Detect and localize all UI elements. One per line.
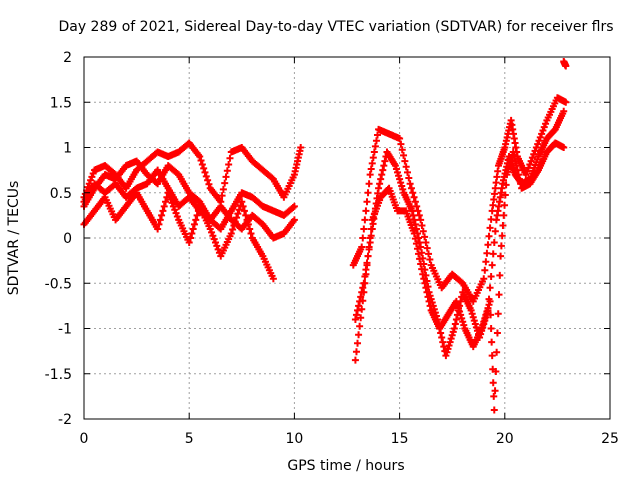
y-tick-label: 1 xyxy=(63,141,72,157)
data-point xyxy=(351,107,568,360)
y-tick-label: -1 xyxy=(58,322,72,338)
x-tick-label: 0 xyxy=(80,431,89,447)
y-tick-label: -1.5 xyxy=(45,367,72,383)
axis-ticks xyxy=(83,56,611,420)
data-point xyxy=(560,58,570,70)
data-points xyxy=(80,58,570,414)
y-tick-label: 2 xyxy=(63,50,72,66)
x-tick-label: 5 xyxy=(185,431,194,447)
series-track-7 xyxy=(351,139,568,414)
series-outlier xyxy=(560,58,570,70)
data-point xyxy=(351,139,568,414)
grid xyxy=(84,57,610,419)
y-tick-label: 0.5 xyxy=(50,186,72,202)
plot-frame xyxy=(83,56,611,420)
x-tick-label: 20 xyxy=(496,431,514,447)
x-tick-label: 25 xyxy=(601,431,619,447)
series-track-6 xyxy=(351,107,568,360)
x-tick-label: 10 xyxy=(285,431,303,447)
tick-labels: 0 5 10 15 20 25 -2 -1.5 -1 -0.5 0 0.5 1 1.5 2 xyxy=(45,50,619,447)
y-tick-label: 0 xyxy=(63,231,72,247)
y-tick-label: -2 xyxy=(58,412,72,428)
y-tick-label: -0.5 xyxy=(45,276,72,292)
chart-title: Day 289 of 2021, Sidereal Day-to-day VTE… xyxy=(58,19,613,35)
x-axis-label: GPS time / hours xyxy=(287,458,404,474)
y-axis-label: SDTVAR / TECUs xyxy=(6,181,22,296)
y-tick-label: 1.5 xyxy=(50,95,72,111)
x-tick-label: 15 xyxy=(391,431,409,447)
